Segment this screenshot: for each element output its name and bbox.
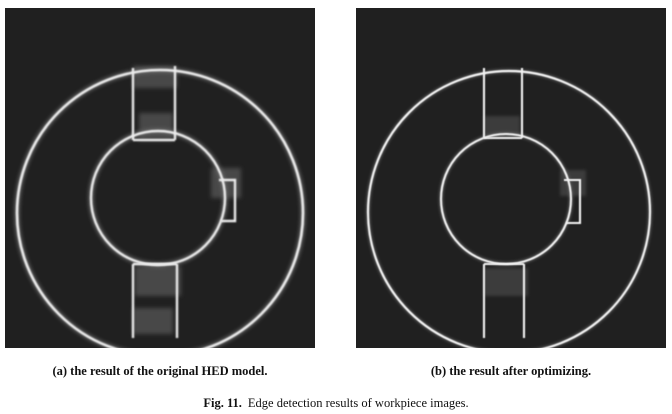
edge-map-original-hed [5,8,315,348]
subcaption-b: (b) the result after optimizing. [430,364,592,378]
edge-map-original-hed-graphic [15,66,305,348]
subcaption-a: (a) the result of the original HED model… [52,364,268,378]
figure-caption: Fig. 11. Edge detection results of workpi… [0,396,672,411]
edge-map-optimized [356,8,666,348]
edge-map-optimized-graphic [366,68,652,348]
figure-caption-text: Edge detection results of workpiece imag… [247,396,469,410]
figure-label: Fig. 11. [203,396,242,410]
